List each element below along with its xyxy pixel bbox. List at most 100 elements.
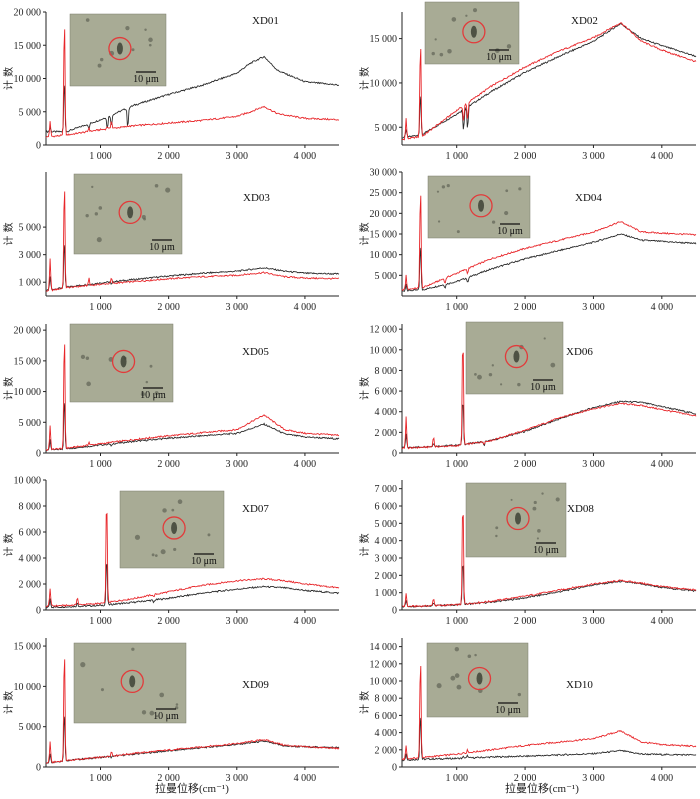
scale-bar-label: 10 μm xyxy=(149,242,175,253)
inclusion-speck xyxy=(495,534,498,538)
y-tick-label: 12 000 xyxy=(370,325,398,336)
series-black-line xyxy=(45,55,339,134)
x-tick-label: 2 000 xyxy=(514,773,537,784)
series-black-line xyxy=(401,23,697,139)
inclusion-speck xyxy=(532,506,537,511)
y-tick-label: 5 000 xyxy=(19,223,42,234)
inclusion-speck xyxy=(131,48,135,52)
inclusion-speck xyxy=(154,391,159,395)
series-black-line xyxy=(401,565,697,608)
scale-bar-label: 10 μm xyxy=(140,390,166,401)
y-tick-label: 10 000 xyxy=(370,345,398,356)
micrograph-inset: 10 μm xyxy=(426,642,529,718)
scale-bar-label: 10 μm xyxy=(495,705,521,716)
y-tick-label: 5 000 xyxy=(19,418,42,429)
y-tick-label: 0 xyxy=(36,763,41,774)
x-tick-label: 4 000 xyxy=(294,773,317,784)
fluid-inclusion xyxy=(171,521,178,534)
panel-xd02: 5 000 10 000 15 000 1 000 2 000 3 000 4 000 计 数… xyxy=(358,1,697,162)
x-tick-label: 1 000 xyxy=(89,459,112,470)
y-tick-label: 2 000 xyxy=(375,428,398,439)
inclusion-speck xyxy=(474,653,477,657)
micrograph-inset: 10 μm xyxy=(69,323,174,403)
inclusion-speck xyxy=(510,498,513,501)
x-tick-label: 1 000 xyxy=(89,302,112,313)
highlight-circle xyxy=(504,344,529,369)
x-tick-label: 2 000 xyxy=(157,773,180,784)
inclusion-speck xyxy=(441,185,446,189)
scale-bar-label: 10 μm xyxy=(497,226,523,237)
y-tick-label: 4 000 xyxy=(19,554,42,565)
sample-title: XD03 xyxy=(243,192,270,204)
inclusion-speck xyxy=(450,675,456,681)
inclusion-speck xyxy=(141,710,147,715)
highlight-circle xyxy=(108,36,132,61)
inclusion-speck xyxy=(125,26,130,31)
y-tick-label: 10 000 xyxy=(14,682,42,693)
inclusion-speck xyxy=(154,183,159,188)
y-axis-label: 计 数 xyxy=(2,67,15,90)
series-red-line xyxy=(401,22,697,141)
inclusion-speck xyxy=(145,380,149,384)
inclusion-speck xyxy=(134,534,141,540)
x-tick-label: 4 000 xyxy=(651,151,674,162)
x-tick-label: 1 000 xyxy=(89,773,112,784)
y-tick-label: 10 000 xyxy=(14,476,42,487)
inclusion-speck xyxy=(541,492,544,495)
inclusion-speck xyxy=(85,18,90,22)
x-tick-label: 2 000 xyxy=(157,459,180,470)
fluid-inclusion xyxy=(120,355,127,368)
inclusion-speck xyxy=(162,508,167,513)
y-tick-label: 15 000 xyxy=(370,34,398,45)
inclusion-speck xyxy=(477,374,482,380)
x-tick-label: 3 000 xyxy=(582,151,605,162)
x-tick-label: 2 000 xyxy=(514,151,537,162)
x-tick-label: 3 000 xyxy=(582,302,605,313)
x-tick-label: 3 000 xyxy=(582,773,605,784)
y-tick-label: 10 000 xyxy=(370,78,398,89)
sample-title: XD01 xyxy=(252,15,279,27)
sample-title: XD10 xyxy=(566,679,593,691)
inclusion-speck xyxy=(148,37,153,43)
inclusion-speck xyxy=(151,553,155,557)
inclusion-speck xyxy=(543,337,546,340)
inclusion-speck xyxy=(86,381,91,387)
inclusion-speck xyxy=(500,383,503,386)
y-tick-label: 8 000 xyxy=(19,502,42,513)
series-red-line xyxy=(401,515,697,608)
y-tick-label: 1 000 xyxy=(375,588,398,599)
micrograph-inset: 10 μm xyxy=(424,1,520,65)
inclusion-speck xyxy=(451,17,457,22)
series-red-line xyxy=(401,352,697,450)
y-tick-label: 4 000 xyxy=(375,728,398,739)
series-black-line xyxy=(45,716,340,764)
inclusion-speck xyxy=(467,654,472,659)
panel-xd05: 0 5 000 10 000 15 000 20 000 1 000 2 000 3 000 4… xyxy=(2,323,340,470)
y-tick-label: 12 000 xyxy=(370,659,398,670)
sample-title: XD02 xyxy=(571,15,598,27)
y-tick-label: 15 000 xyxy=(14,642,42,653)
fluid-inclusion xyxy=(478,199,485,212)
inclusion-speck xyxy=(96,237,102,243)
x-tick-label: 1 000 xyxy=(445,773,468,784)
y-tick-label: 15 000 xyxy=(14,356,42,367)
x-tick-label: 4 000 xyxy=(651,773,674,784)
highlight-circle xyxy=(120,669,144,694)
micrograph-inset: 10 μm xyxy=(465,321,564,395)
y-axis-label: 计 数 xyxy=(2,533,15,556)
micrograph-inset: 10 μm xyxy=(427,175,531,239)
panel-xd03: 1 000 3 000 5 000 1 000 2 000 3 000 4 000 计 数 10… xyxy=(2,172,340,313)
y-tick-label: 0 xyxy=(36,141,41,152)
y-tick-label: 25 000 xyxy=(370,188,398,199)
inclusion-speck xyxy=(488,372,493,377)
inclusion-speck xyxy=(159,692,165,698)
series-red-line xyxy=(45,659,340,764)
inclusion-speck xyxy=(85,213,89,218)
x-tick-label: 1 000 xyxy=(445,302,468,313)
inclusion-speck xyxy=(171,508,175,512)
fluid-inclusion xyxy=(513,350,520,363)
highlight-circle xyxy=(467,666,492,691)
y-tick-label: 0 xyxy=(392,763,397,774)
sample-title: XD06 xyxy=(566,346,593,358)
micrograph-inset: 10 μm xyxy=(73,173,183,255)
